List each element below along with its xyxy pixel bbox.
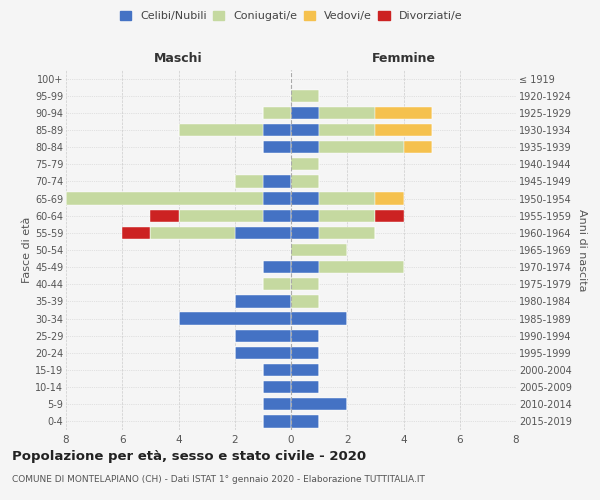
Bar: [319, 261, 404, 274]
Bar: [235, 296, 291, 308]
Bar: [376, 124, 431, 136]
Bar: [376, 106, 431, 119]
Bar: [291, 90, 319, 102]
Bar: [291, 416, 319, 428]
Bar: [291, 106, 319, 119]
Bar: [291, 176, 319, 188]
Bar: [66, 192, 263, 204]
Bar: [376, 192, 404, 204]
Bar: [122, 226, 151, 239]
Bar: [263, 398, 291, 410]
Y-axis label: Anni di nascita: Anni di nascita: [577, 209, 587, 291]
Bar: [291, 364, 319, 376]
Bar: [263, 261, 291, 274]
Bar: [235, 330, 291, 342]
Text: Popolazione per età, sesso e stato civile - 2020: Popolazione per età, sesso e stato civil…: [12, 450, 366, 463]
Bar: [319, 124, 376, 136]
Bar: [404, 141, 431, 154]
Bar: [291, 124, 319, 136]
Bar: [291, 210, 319, 222]
Bar: [291, 158, 319, 170]
Bar: [291, 312, 347, 324]
Bar: [291, 381, 319, 394]
Bar: [291, 192, 319, 204]
Bar: [263, 192, 291, 204]
Bar: [319, 106, 376, 119]
Bar: [151, 210, 179, 222]
Text: Femmine: Femmine: [371, 52, 436, 65]
Bar: [319, 141, 404, 154]
Bar: [291, 296, 319, 308]
Bar: [291, 226, 319, 239]
Bar: [291, 398, 347, 410]
Bar: [291, 244, 347, 256]
Bar: [291, 141, 319, 154]
Bar: [376, 210, 404, 222]
Bar: [179, 124, 263, 136]
Bar: [179, 312, 291, 324]
Bar: [291, 261, 319, 274]
Bar: [235, 176, 263, 188]
Text: Maschi: Maschi: [154, 52, 203, 65]
Bar: [291, 278, 319, 290]
Bar: [263, 124, 291, 136]
Bar: [319, 192, 376, 204]
Bar: [151, 226, 235, 239]
Legend: Celibi/Nubili, Coniugati/e, Vedovi/e, Divorziati/e: Celibi/Nubili, Coniugati/e, Vedovi/e, Di…: [120, 11, 462, 21]
Bar: [263, 106, 291, 119]
Bar: [263, 141, 291, 154]
Bar: [235, 226, 291, 239]
Bar: [235, 346, 291, 359]
Bar: [319, 210, 376, 222]
Bar: [263, 416, 291, 428]
Bar: [263, 278, 291, 290]
Bar: [263, 364, 291, 376]
Bar: [263, 176, 291, 188]
Bar: [263, 210, 291, 222]
Bar: [291, 330, 319, 342]
Bar: [179, 210, 263, 222]
Y-axis label: Fasce di età: Fasce di età: [22, 217, 32, 283]
Bar: [263, 381, 291, 394]
Bar: [291, 346, 319, 359]
Text: COMUNE DI MONTELAPIANO (CH) - Dati ISTAT 1° gennaio 2020 - Elaborazione TUTTITAL: COMUNE DI MONTELAPIANO (CH) - Dati ISTAT…: [12, 475, 425, 484]
Bar: [319, 226, 376, 239]
